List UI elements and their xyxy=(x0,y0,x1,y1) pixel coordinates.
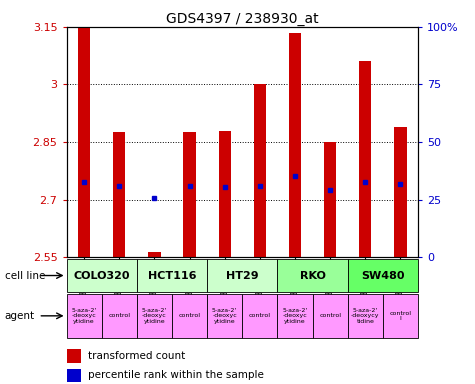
Bar xyxy=(348,259,418,292)
Title: GDS4397 / 238930_at: GDS4397 / 238930_at xyxy=(166,12,319,26)
Text: transformed count: transformed count xyxy=(87,351,185,361)
Bar xyxy=(218,131,231,257)
Bar xyxy=(137,259,207,292)
Bar xyxy=(102,294,137,338)
Bar xyxy=(172,294,207,338)
Text: 5-aza-2'
-deoxyc
ytidine: 5-aza-2' -deoxyc ytidine xyxy=(142,308,167,324)
Bar xyxy=(324,142,336,257)
Bar xyxy=(383,294,418,338)
Bar xyxy=(148,252,161,257)
Bar xyxy=(277,294,313,338)
Bar xyxy=(348,294,383,338)
Bar xyxy=(313,294,348,338)
Text: control: control xyxy=(108,313,130,318)
Bar xyxy=(207,259,277,292)
Text: 5-aza-2'
-deoxyc
ytidine: 5-aza-2' -deoxyc ytidine xyxy=(282,308,308,324)
Bar xyxy=(394,127,407,257)
Text: percentile rank within the sample: percentile rank within the sample xyxy=(87,370,264,381)
Bar xyxy=(66,349,81,363)
Bar xyxy=(254,84,266,257)
Bar xyxy=(277,259,348,292)
Bar xyxy=(359,61,371,257)
Text: 5-aza-2'
-deoxyc
ytidine: 5-aza-2' -deoxyc ytidine xyxy=(71,308,97,324)
Bar xyxy=(207,294,242,338)
Text: RKO: RKO xyxy=(300,270,325,281)
Bar xyxy=(66,369,81,382)
Text: control: control xyxy=(179,313,200,318)
Text: SW480: SW480 xyxy=(361,270,405,281)
Text: control: control xyxy=(249,313,271,318)
Text: HT29: HT29 xyxy=(226,270,258,281)
Text: 5-aza-2'
-deoxyc
ytidine: 5-aza-2' -deoxyc ytidine xyxy=(212,308,238,324)
Bar xyxy=(183,132,196,257)
Bar xyxy=(137,294,172,338)
Text: COLO320: COLO320 xyxy=(74,270,130,281)
Bar xyxy=(66,294,102,338)
Bar xyxy=(78,27,90,257)
Text: agent: agent xyxy=(5,311,35,321)
Text: cell line: cell line xyxy=(5,270,45,281)
Bar xyxy=(242,294,277,338)
Bar xyxy=(289,33,301,257)
Bar xyxy=(66,259,137,292)
Text: control: control xyxy=(319,313,341,318)
Text: HCT116: HCT116 xyxy=(148,270,196,281)
Bar xyxy=(113,132,125,257)
Text: 5-aza-2'
-deoxycy
tidine: 5-aza-2' -deoxycy tidine xyxy=(351,308,380,324)
Text: control
l: control l xyxy=(390,311,411,321)
